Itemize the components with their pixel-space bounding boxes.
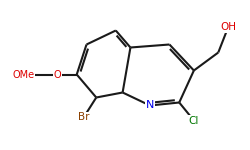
Text: OMe: OMe: [13, 69, 35, 80]
Text: O: O: [54, 69, 61, 80]
Text: OH: OH: [220, 22, 236, 33]
Text: Br: Br: [78, 112, 89, 123]
Text: Cl: Cl: [189, 116, 199, 126]
Text: N: N: [146, 100, 154, 111]
